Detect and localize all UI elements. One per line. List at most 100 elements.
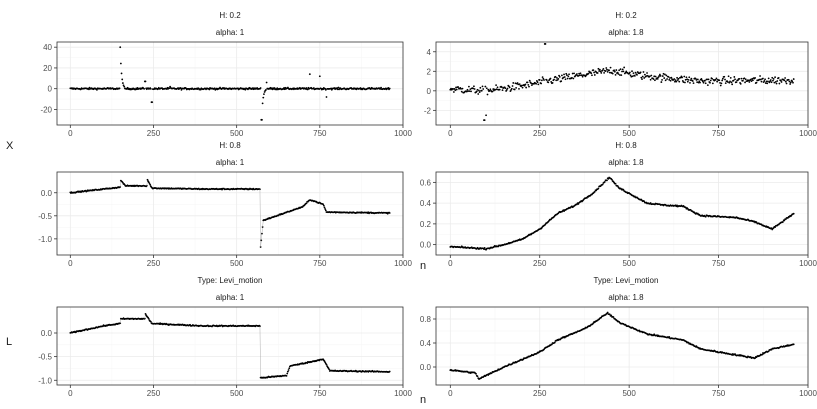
y-tick-label: 0 [427, 87, 432, 96]
data-point [325, 363, 328, 366]
data-point [634, 71, 637, 74]
data-point [750, 80, 753, 83]
x-tick-label: 1000 [799, 129, 817, 138]
data-point [514, 82, 517, 85]
data-point [608, 71, 611, 74]
data-points [449, 176, 795, 251]
data-point [476, 375, 479, 378]
x-tick-label: 0 [448, 259, 453, 268]
x-tick-label: 750 [313, 129, 327, 138]
data-point [631, 70, 633, 73]
data-point [763, 80, 766, 82]
data-point [619, 68, 622, 71]
data-point [775, 82, 778, 85]
x-tick-label: 750 [313, 389, 327, 398]
data-point [665, 74, 668, 77]
data-point [452, 91, 455, 93]
data-point [551, 81, 554, 84]
data-point [538, 79, 541, 81]
data-point [498, 88, 501, 91]
data-point [650, 74, 653, 77]
data-point [770, 227, 773, 230]
data-point [733, 76, 736, 78]
data-point [520, 84, 523, 87]
data-point [530, 84, 533, 87]
data-point [469, 88, 472, 90]
data-point [512, 82, 515, 84]
data-point [123, 85, 126, 88]
strip-h-0-8-left: H: 0.8 [219, 141, 241, 150]
data-point [641, 75, 644, 78]
data-point [780, 81, 783, 83]
data-point [596, 72, 599, 74]
data-point [734, 78, 736, 81]
data-point [592, 69, 595, 72]
data-point [724, 78, 726, 81]
data-point [704, 215, 707, 218]
x-tick-label: 0 [68, 259, 73, 268]
data-point [614, 182, 617, 185]
data-point [716, 80, 719, 83]
plot-background [436, 42, 808, 125]
data-point [773, 81, 776, 84]
data-point [566, 74, 568, 77]
data-point [714, 78, 717, 81]
data-point [696, 78, 699, 81]
data-point [603, 181, 606, 183]
data-point [537, 83, 540, 86]
data-point [676, 79, 679, 81]
data-point [324, 88, 327, 91]
data-point [543, 79, 545, 81]
data-point [609, 66, 612, 69]
data-point [721, 79, 724, 82]
data-point [555, 79, 558, 82]
data-point [556, 76, 558, 79]
data-point [491, 90, 494, 93]
data-point [643, 77, 646, 79]
x-tick-label: 250 [533, 259, 547, 268]
data-point [96, 88, 98, 91]
data-point [149, 320, 152, 323]
data-point [540, 82, 543, 85]
data-point [677, 77, 680, 80]
data-point [611, 178, 613, 181]
data-point [478, 89, 480, 92]
x-tick-label: 750 [313, 259, 327, 268]
data-point [564, 78, 567, 81]
data-point [789, 83, 792, 85]
data-point [265, 81, 268, 84]
data-point [213, 87, 216, 90]
data-point [784, 80, 787, 83]
data-point [669, 79, 672, 82]
data-point [604, 70, 607, 73]
y-tick-label: 20 [43, 64, 52, 73]
data-point [654, 79, 656, 82]
data-point [305, 202, 308, 205]
panel-border [56, 41, 404, 126]
strip-h-0-8-right: H: 0.8 [615, 141, 637, 150]
data-point [601, 183, 604, 186]
data-point [715, 77, 718, 80]
data-point [610, 314, 613, 317]
x-tick-label: 750 [712, 129, 726, 138]
data-point [669, 77, 671, 79]
strip-alpha-1-left: alpha: 1 [215, 28, 245, 37]
data-point [598, 70, 601, 72]
data-point [285, 375, 288, 377]
data-point [135, 88, 138, 91]
data-point [478, 91, 481, 93]
data-point [728, 81, 731, 84]
data-point [760, 80, 763, 83]
y-tick-label: 0.6 [420, 178, 432, 187]
strip-alpha-1-bottom-left: alpha: 1 [215, 293, 245, 302]
y-tick-label: 40 [43, 43, 52, 52]
data-point [468, 90, 471, 93]
data-points [69, 178, 391, 248]
data-point [661, 75, 664, 77]
data-point [666, 78, 668, 80]
data-point [631, 75, 634, 78]
data-point [461, 87, 464, 90]
data-point [460, 87, 462, 90]
data-point [755, 81, 758, 84]
strip-alpha-1-8-right: alpha: 1.8 [608, 28, 644, 37]
